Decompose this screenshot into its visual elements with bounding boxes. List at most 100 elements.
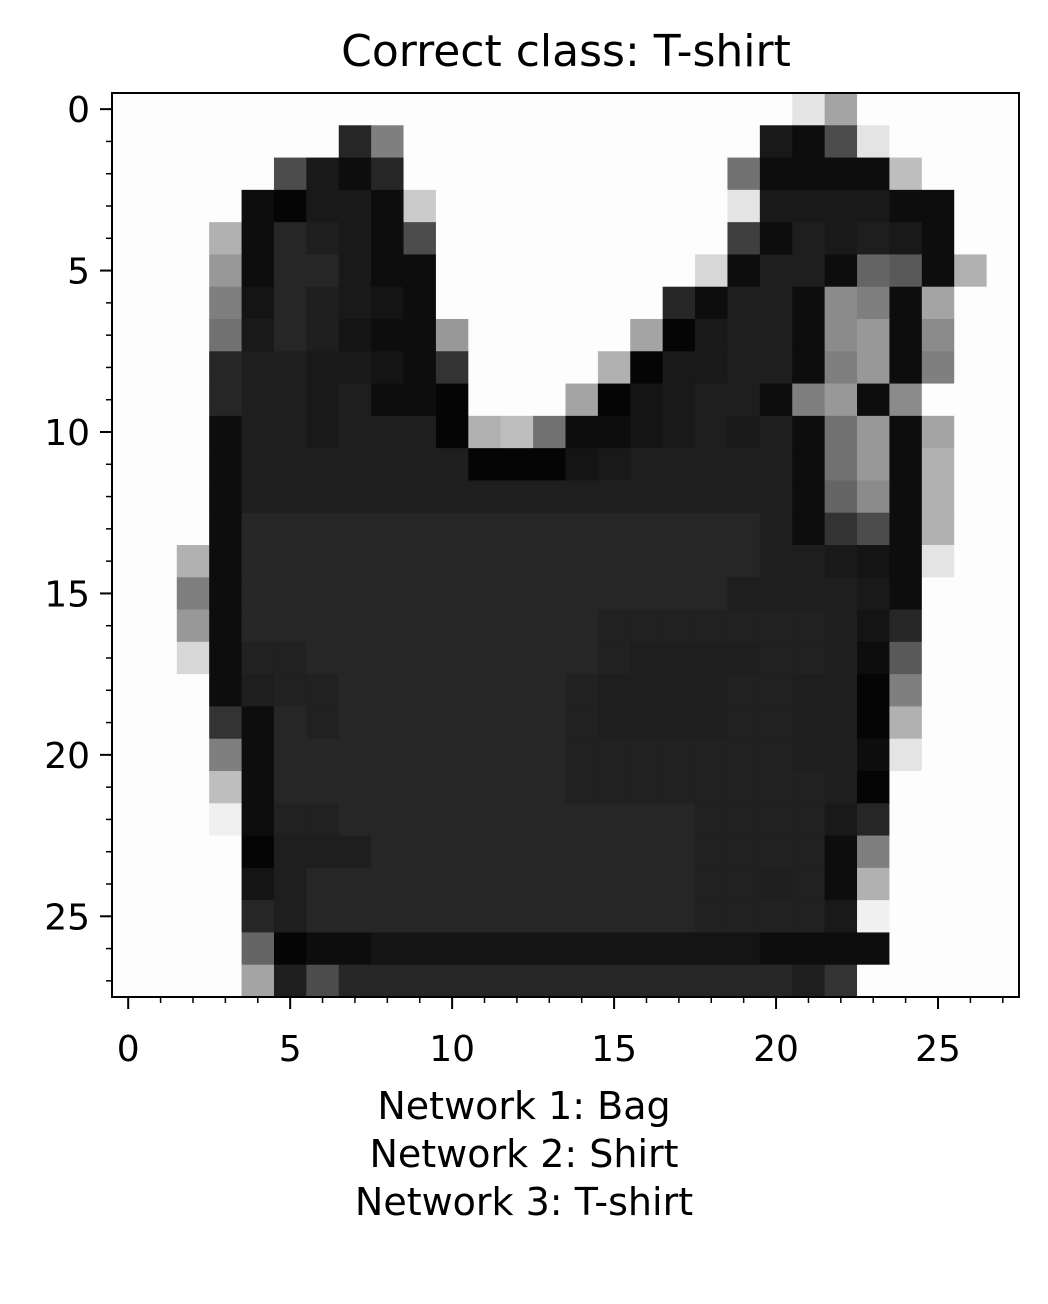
- pixel-cell-r14-c25: [921, 545, 955, 578]
- pixel-cell-r26-c18: [695, 932, 729, 966]
- network-1-prediction: Network 1: Bag: [377, 1084, 671, 1128]
- pixel-cell-r18-c16: [630, 674, 664, 708]
- pixel-cell-r11-c7: [338, 448, 372, 482]
- pixel-cell-r11-c3: [209, 448, 243, 482]
- pixel-cell-r22-c25: [921, 803, 955, 837]
- pixel-cell-r27-c20: [759, 964, 793, 998]
- pixel-cell-r14-c9: [403, 545, 437, 578]
- pixel-cell-r3-c23: [857, 189, 891, 223]
- pixel-cell-r23-c11: [468, 835, 502, 869]
- pixel-cell-r21-c15: [597, 771, 631, 804]
- pixel-cell-r23-c18: [695, 835, 729, 869]
- pixel-cell-r27-c6: [306, 964, 340, 998]
- pixel-cell-r6-c2: [176, 286, 210, 320]
- pixel-cell-r7-c19: [727, 319, 761, 352]
- pixel-cell-r2-c25: [921, 157, 955, 191]
- pixel-cell-r19-c21: [792, 706, 826, 740]
- pixel-cell-r27-c4: [241, 964, 275, 998]
- pixel-cell-r22-c5: [273, 803, 307, 837]
- pixel-cell-r19-c19: [727, 706, 761, 740]
- pixel-cell-r9-c23: [857, 383, 891, 417]
- pixel-cell-r19-c25: [921, 706, 955, 740]
- pixel-cell-r20-c1: [144, 738, 178, 772]
- pixel-cell-r0-c12: [500, 93, 534, 126]
- pixel-cell-r9-c17: [662, 383, 696, 417]
- pixel-cell-r25-c25: [921, 900, 955, 934]
- pixel-cell-r23-c14: [565, 835, 599, 869]
- pixel-cell-r21-c6: [306, 771, 340, 804]
- pixel-cell-r14-c10: [435, 545, 469, 578]
- pixel-cell-r16-c19: [727, 609, 761, 643]
- pixel-cell-r10-c18: [695, 415, 729, 449]
- pixel-cell-r17-c19: [727, 641, 761, 675]
- pixel-cell-r17-c11: [468, 641, 502, 675]
- pixel-cell-r8-c24: [889, 351, 923, 385]
- pixel-cell-r14-c11: [468, 545, 502, 578]
- pixel-cell-r2-c19: [727, 157, 761, 191]
- pixel-cell-r23-c12: [500, 835, 534, 869]
- pixel-cell-r17-c9: [403, 641, 437, 675]
- pixel-cell-r18-c10: [435, 674, 469, 708]
- pixel-cell-r10-c15: [597, 415, 631, 449]
- pixel-cell-r1-c23: [857, 125, 891, 159]
- pixel-cell-r13-c0: [112, 512, 145, 546]
- pixel-cell-r9-c22: [824, 383, 858, 417]
- pixel-cell-r12-c0: [112, 480, 145, 514]
- pixel-cell-r27-c0: [112, 964, 145, 998]
- pixel-cell-r25-c8: [371, 900, 405, 934]
- pixel-cell-r6-c23: [857, 286, 891, 320]
- pixel-cell-r18-c6: [306, 674, 340, 708]
- pixel-cell-r24-c9: [403, 867, 437, 901]
- pixel-cell-r17-c0: [112, 641, 145, 675]
- pixel-cell-r18-c19: [727, 674, 761, 708]
- pixel-cell-r19-c6: [306, 706, 340, 740]
- pixel-cell-r3-c24: [889, 189, 923, 223]
- pixel-cell-r17-c27: [986, 641, 1020, 675]
- pixel-cell-r14-c24: [889, 545, 923, 578]
- pixel-cell-r6-c27: [986, 286, 1020, 320]
- pixel-cell-r22-c10: [435, 803, 469, 837]
- pixel-cell-r22-c12: [500, 803, 534, 837]
- chart-figure: Correct class: T-shirt 0 5 10 15 20 25 0 5 10 15…: [44, 26, 1020, 1070]
- pixel-cell-r23-c19: [727, 835, 761, 869]
- pixel-cell-r18-c2: [176, 674, 210, 708]
- pixel-cell-r13-c20: [759, 512, 793, 546]
- pixel-cell-r10-c25: [921, 415, 955, 449]
- pixel-cell-r14-c19: [727, 545, 761, 578]
- pixel-cell-r7-c10: [435, 319, 469, 352]
- pixel-cell-r14-c15: [597, 545, 631, 578]
- pixel-cell-r0-c16: [630, 93, 664, 126]
- pixel-cell-r22-c0: [112, 803, 145, 837]
- pixel-cell-r7-c4: [241, 319, 275, 352]
- pixel-cell-r3-c10: [435, 189, 469, 223]
- pixel-cell-r13-c14: [565, 512, 599, 546]
- pixel-cell-r14-c2: [176, 545, 210, 578]
- pixel-cell-r20-c21: [792, 738, 826, 772]
- pixel-cell-r4-c4: [241, 222, 275, 256]
- pixel-cell-r21-c22: [824, 771, 858, 804]
- pixel-cell-r21-c7: [338, 771, 372, 804]
- pixel-cell-r2-c6: [306, 157, 340, 191]
- pixel-cell-r1-c22: [824, 125, 858, 159]
- pixel-cell-r19-c2: [176, 706, 210, 740]
- pixel-cell-r11-c6: [306, 448, 340, 482]
- pixel-cell-r17-c24: [889, 641, 923, 675]
- pixel-cell-r24-c19: [727, 867, 761, 901]
- network-predictions: Network 1: Bag Network 2: Shirt Network …: [0, 1082, 1048, 1226]
- pixel-cell-r27-c15: [597, 964, 631, 998]
- pixel-cell-r5-c20: [759, 254, 793, 288]
- pixel-cell-r21-c0: [112, 771, 145, 804]
- pixel-cell-r11-c8: [371, 448, 405, 482]
- pixel-cell-r14-c8: [371, 545, 405, 578]
- pixel-cell-r0-c26: [954, 93, 988, 126]
- pixel-cell-r25-c17: [662, 900, 696, 934]
- pixel-cell-r16-c6: [306, 609, 340, 643]
- pixel-cell-r25-c1: [144, 900, 178, 934]
- pixel-cell-r13-c5: [273, 512, 307, 546]
- pixel-cell-r24-c18: [695, 867, 729, 901]
- pixel-cell-r22-c26: [954, 803, 988, 837]
- pixel-cell-r24-c8: [371, 867, 405, 901]
- pixel-cell-r21-c1: [144, 771, 178, 804]
- pixel-cell-r0-c8: [371, 93, 405, 126]
- pixel-cell-r7-c9: [403, 319, 437, 352]
